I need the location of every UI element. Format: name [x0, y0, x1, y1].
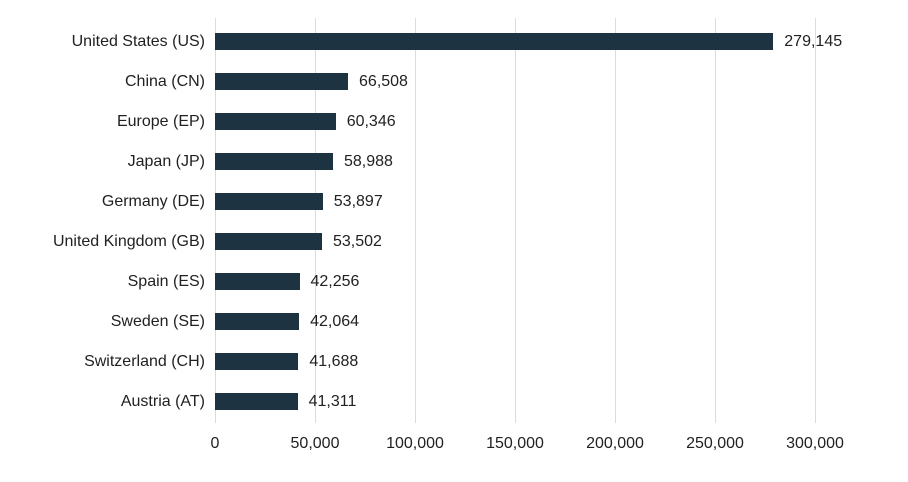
x-tick-label: 100,000 — [386, 435, 444, 452]
value-label: 53,502 — [333, 232, 382, 250]
value-label: 279,145 — [784, 32, 843, 50]
bar — [215, 193, 323, 210]
value-label: 53,897 — [333, 192, 383, 210]
value-label: 58,988 — [343, 152, 393, 170]
bar — [215, 113, 336, 130]
bar — [215, 273, 300, 290]
gridline — [815, 18, 816, 423]
x-tick-label: 200,000 — [586, 435, 644, 452]
value-label: 41,688 — [309, 352, 359, 370]
x-tick-label: 50,000 — [290, 435, 340, 452]
gridline — [515, 18, 516, 423]
category-label: Sweden (SE) — [110, 312, 205, 330]
gridline — [315, 18, 316, 423]
category-label: Germany (DE) — [101, 192, 205, 210]
x-tick-label: 300,000 — [786, 435, 844, 452]
x-tick-label: 150,000 — [486, 435, 544, 452]
x-tick-label: 0 — [210, 435, 220, 452]
category-label: Switzerland (CH) — [84, 352, 205, 370]
bar — [215, 313, 300, 330]
value-label: 60,346 — [346, 112, 396, 130]
bar — [215, 73, 349, 90]
bar — [215, 393, 298, 410]
category-label: United States (US) — [71, 32, 205, 50]
value-label: 41,311 — [308, 392, 357, 410]
gridline — [215, 18, 216, 423]
gridline — [415, 18, 416, 423]
x-tick-label: 250,000 — [686, 435, 744, 452]
value-label: 42,256 — [310, 272, 360, 290]
gridline — [615, 18, 616, 423]
bar — [215, 353, 299, 370]
value-label: 66,508 — [359, 72, 408, 90]
gridline — [715, 18, 716, 423]
bar — [215, 33, 774, 50]
bar — [215, 233, 322, 250]
category-label: Austria (AT) — [120, 392, 205, 410]
category-label: China (CN) — [124, 72, 205, 90]
category-label: United Kingdom (GB) — [52, 232, 205, 250]
value-label: 42,064 — [310, 312, 360, 330]
category-label: Europe (EP) — [116, 112, 205, 130]
category-label: Japan (JP) — [127, 152, 205, 170]
bar — [215, 153, 333, 170]
category-label: Spain (ES) — [127, 272, 205, 290]
